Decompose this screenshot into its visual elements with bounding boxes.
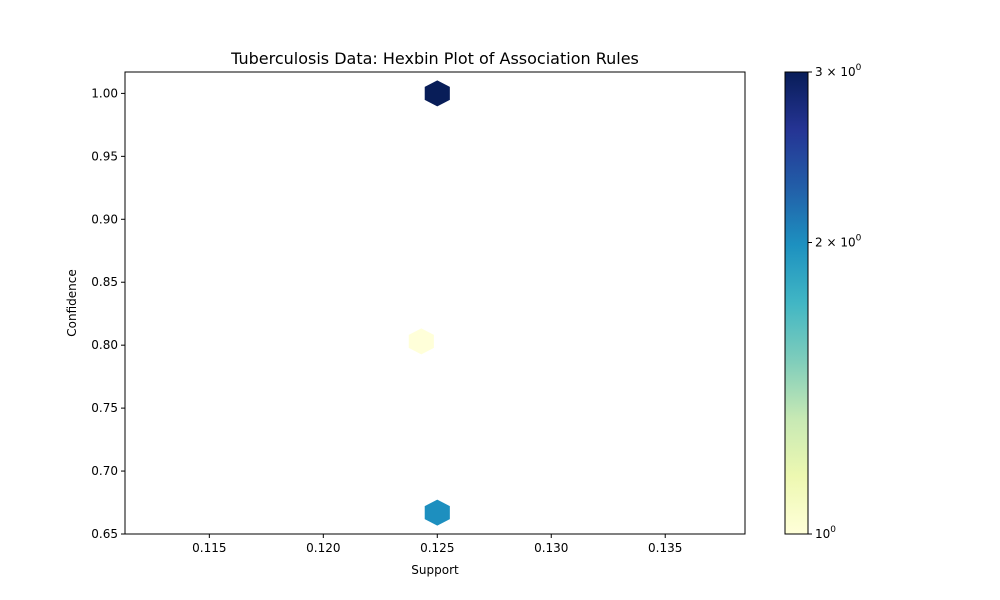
hexbin-cell-1 bbox=[408, 328, 434, 355]
hexbin-cells bbox=[408, 80, 450, 526]
colorbar-ticks: 100 2 × 100 3 × 100 bbox=[808, 63, 862, 541]
x-tick-label: 0.115 bbox=[192, 541, 226, 555]
y-tick-label: 1.00 bbox=[91, 86, 118, 100]
x-axis-ticks: 0.115 0.120 0.125 0.130 0.135 bbox=[192, 534, 682, 555]
y-tick-label: 0.75 bbox=[91, 401, 118, 415]
colorbar bbox=[784, 71, 809, 535]
y-axis-ticks: 0.65 0.70 0.75 0.80 0.85 0.90 0.95 1.00 bbox=[91, 86, 125, 541]
x-tick-label: 0.125 bbox=[420, 541, 454, 555]
y-tick-label: 0.95 bbox=[91, 149, 118, 163]
hexbin-cell-2 bbox=[424, 499, 450, 526]
colorbar-tick-label: 100 bbox=[815, 525, 836, 541]
y-tick-label: 0.80 bbox=[91, 338, 118, 352]
x-tick-label: 0.120 bbox=[306, 541, 340, 555]
colorbar-tick-label: 2 × 100 bbox=[815, 234, 862, 250]
x-tick-label: 0.130 bbox=[534, 541, 568, 555]
x-tick-label: 0.135 bbox=[648, 541, 682, 555]
hexbin-cell-0 bbox=[424, 80, 450, 107]
colorbar-tick-label: 3 × 100 bbox=[815, 63, 862, 79]
plot-frame bbox=[124, 71, 746, 535]
y-tick-label: 0.85 bbox=[91, 275, 118, 289]
chart-title: Tuberculosis Data: Hexbin Plot of Associ… bbox=[230, 49, 639, 68]
x-axis-label: Support bbox=[411, 563, 459, 577]
y-axis-label: Confidence bbox=[65, 269, 79, 336]
y-tick-label: 0.90 bbox=[91, 212, 118, 226]
y-tick-label: 0.70 bbox=[91, 464, 118, 478]
y-tick-label: 0.65 bbox=[91, 527, 118, 541]
